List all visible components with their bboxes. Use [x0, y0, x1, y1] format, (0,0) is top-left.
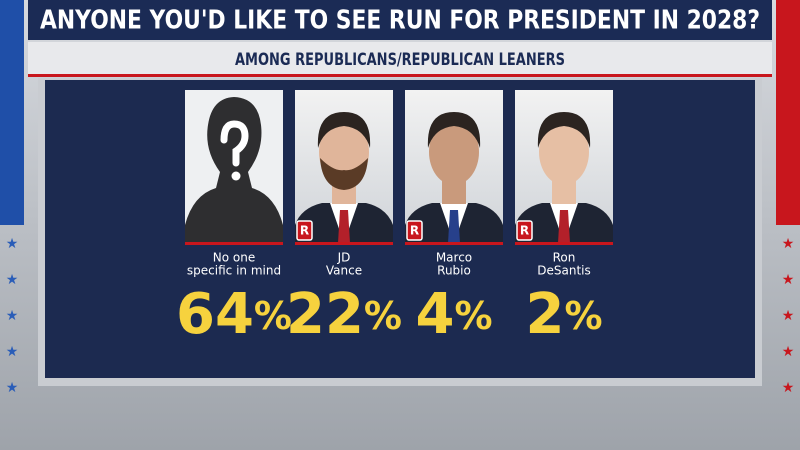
candidate-name: Marco: [436, 251, 472, 265]
photo-rule: [295, 242, 393, 245]
hair: [537, 112, 591, 148]
svg-text:★: ★: [6, 272, 19, 288]
question-dot: [231, 171, 241, 181]
candidate-name: No one: [213, 251, 255, 265]
svg-text:★: ★: [6, 308, 19, 324]
question-mark: [220, 120, 249, 167]
svg-text:★: ★: [782, 236, 795, 252]
hair: [317, 112, 371, 148]
photo-rule: [185, 242, 283, 245]
svg-text:★: ★: [6, 344, 19, 360]
title-bar: [28, 0, 772, 40]
subtitle-rule: [28, 74, 772, 77]
candidate-share: 4%: [415, 282, 492, 347]
panel: [45, 80, 755, 378]
tie: [448, 210, 460, 243]
right-red-strip: [776, 0, 800, 225]
candidate-name: Ron: [553, 251, 576, 265]
candidate-name: Vance: [326, 264, 362, 278]
subtitle: AMONG REPUBLICANS/REPUBLICAN LEANERS: [235, 50, 565, 70]
silhouette: [185, 97, 283, 243]
candidate-name: JD: [337, 251, 351, 265]
candidate-share: 22%: [286, 282, 402, 347]
svg-text:★: ★: [782, 308, 795, 324]
left-blue-strip: [0, 0, 24, 225]
face: [539, 119, 589, 185]
party-badge: [296, 220, 313, 241]
party-label: R: [410, 224, 419, 238]
svg-text:★: ★: [782, 380, 795, 396]
candidate-share: 2%: [525, 282, 602, 347]
tie: [558, 210, 570, 243]
beard: [320, 158, 368, 190]
side-stars: ★ ★ ★ ★ ★ ★ ★ ★ ★ ★: [6, 236, 795, 396]
party-badge: [406, 220, 423, 241]
title: ANYONE YOU'D LIKE TO SEE RUN FOR PRESIDE…: [40, 6, 760, 36]
hair: [427, 112, 481, 148]
svg-text:★: ★: [6, 380, 19, 396]
party-badge: [516, 220, 533, 241]
svg-text:★: ★: [6, 236, 19, 252]
candidate-name: Rubio: [437, 264, 471, 278]
tie: [338, 210, 350, 243]
candidate-name: DeSantis: [537, 264, 591, 278]
candidate-share: 64%: [176, 282, 292, 347]
photo-rule: [405, 242, 503, 245]
candidate-name: specific in mind: [187, 264, 281, 278]
face: [429, 119, 479, 185]
subtitle-bar: [28, 42, 772, 76]
photo-rule: [515, 242, 613, 245]
svg-text:★: ★: [782, 272, 795, 288]
svg-text:★: ★: [782, 344, 795, 360]
party-label: R: [300, 224, 309, 238]
party-label: R: [520, 224, 529, 238]
